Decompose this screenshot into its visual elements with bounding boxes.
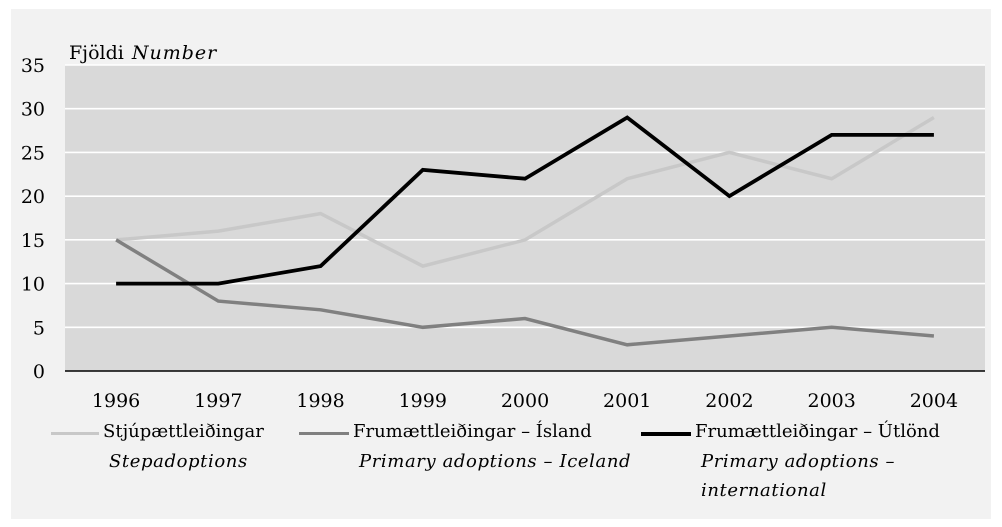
x-tick-label-1999: 1999 bbox=[399, 390, 447, 412]
legend-label-primary-iceland: Frumættleiðingar – Ísland bbox=[353, 421, 592, 442]
legend-swatch-primary-iceland bbox=[299, 432, 349, 435]
y-tick-label-20: 20 bbox=[21, 186, 45, 208]
legend-label-stepadoptions: Stjúpættleiðingar bbox=[103, 421, 264, 442]
y-axis-label-is: Fjöldi bbox=[69, 42, 124, 64]
y-tick-label-25: 25 bbox=[21, 142, 45, 164]
y-axis-label-en: Number bbox=[131, 42, 218, 64]
x-axis-ticks: 1996 1997 1998 1999 2000 2001 2002 2003 2004 bbox=[92, 390, 958, 412]
x-tick-label-1998: 1998 bbox=[296, 390, 344, 412]
line-chart: 0 5 10 15 20 25 30 35 1996 1997 1998 1999 2000 2001 2… bbox=[21, 55, 985, 412]
series-line-stepadoptions bbox=[115, 115, 935, 268]
legend-label-en-primary-international-1: Primary adoptions – bbox=[701, 451, 896, 472]
y-tick-label-0: 0 bbox=[33, 361, 45, 383]
x-tick-label-2004: 2004 bbox=[910, 390, 958, 412]
y-tick-label-30: 30 bbox=[21, 99, 45, 121]
y-tick-label-15: 15 bbox=[21, 230, 45, 252]
series-line-primary-iceland bbox=[115, 238, 935, 347]
y-axis-label: Fjöldi Number bbox=[69, 42, 217, 64]
plot-area bbox=[65, 65, 985, 371]
x-tick-label-1997: 1997 bbox=[194, 390, 242, 412]
legend-swatch-primary-international bbox=[641, 432, 691, 436]
y-axis-ticks: 0 5 10 15 20 25 30 35 bbox=[21, 55, 45, 383]
y-tick-label-35: 35 bbox=[21, 55, 45, 77]
x-tick-label-2003: 2003 bbox=[807, 390, 855, 412]
legend-item-stepadoptions: Stjúpættleiðingar Stepadoptions bbox=[51, 421, 321, 491]
legend-label-en-primary-iceland: Primary adoptions – Iceland bbox=[359, 451, 632, 472]
series-lines bbox=[115, 115, 935, 347]
x-tick-label-2002: 2002 bbox=[705, 390, 753, 412]
legend-swatch-stepadoptions bbox=[51, 432, 99, 435]
x-tick-label-2000: 2000 bbox=[501, 390, 549, 412]
y-tick-label-10: 10 bbox=[21, 274, 45, 296]
legend-item-primary-international: Frumættleiðingar – Útlönd Primary adopti… bbox=[641, 421, 986, 511]
series-line-primary-international bbox=[116, 115, 934, 286]
legend-label-en-primary-international-2: international bbox=[701, 480, 827, 501]
chart-figure: 0 5 10 15 20 25 30 35 1996 1997 1998 1999 2000 2001 2… bbox=[11, 9, 991, 519]
x-tick-label-1996: 1996 bbox=[92, 390, 140, 412]
legend-label-en-stepadoptions: Stepadoptions bbox=[109, 451, 248, 472]
x-tick-label-2001: 2001 bbox=[603, 390, 651, 412]
legend-label-primary-international: Frumættleiðingar – Útlönd bbox=[695, 421, 940, 442]
legend-item-primary-iceland: Frumættleiðingar – Ísland Primary adopti… bbox=[299, 421, 639, 491]
y-tick-label-5: 5 bbox=[33, 317, 45, 339]
